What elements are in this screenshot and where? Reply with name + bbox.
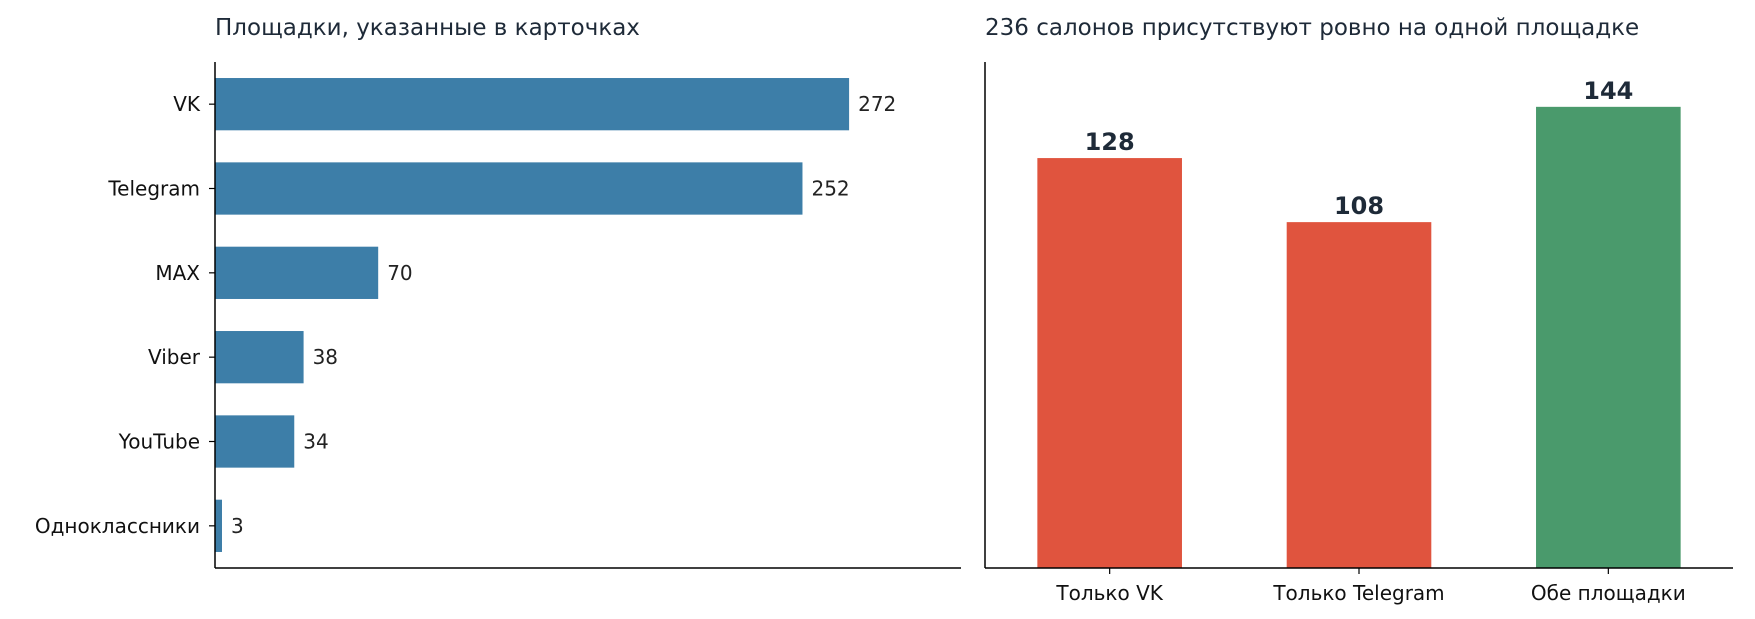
data-labels: 128 108 144 — [1085, 77, 1634, 220]
data-label: 108 — [1334, 192, 1384, 220]
data-label: 3 — [231, 514, 244, 538]
chart-title: Площадки, указанные в карточках — [215, 15, 640, 41]
bar — [215, 499, 222, 552]
bar — [215, 78, 850, 131]
data-labels: 272 252 70 38 34 3 — [231, 92, 896, 538]
tick-label: VK — [173, 92, 201, 116]
bar — [215, 415, 295, 468]
tick-label: Только VK — [1055, 581, 1163, 605]
bars-group — [215, 78, 850, 552]
data-label: 70 — [387, 261, 412, 285]
data-label: 34 — [303, 430, 328, 454]
bar — [1037, 158, 1182, 569]
bars-group — [1037, 106, 1681, 569]
data-label: 128 — [1085, 128, 1135, 156]
tick-marks — [1109, 568, 1609, 574]
platforms-chart: Площадки, указанные в карточках VK Telegr… — [35, 15, 961, 569]
tick-label: YouTube — [118, 430, 200, 454]
bar — [215, 331, 304, 384]
category-labels: VK Telegram MAX Viber YouTube Одноклассники — [35, 92, 215, 538]
bar — [215, 162, 803, 215]
tick-label: Одноклассники — [35, 514, 200, 538]
data-label: 272 — [858, 92, 896, 116]
bar — [215, 246, 379, 299]
tick-label: Только Telegram — [1272, 581, 1444, 605]
chart-title: 236 салонов присутствуют ровно на одной … — [985, 15, 1639, 41]
data-label: 144 — [1583, 77, 1633, 105]
category-labels: Только VK Только Telegram Обе площадки — [1055, 581, 1685, 605]
tick-label: Viber — [148, 345, 201, 369]
data-label: 38 — [313, 345, 338, 369]
bar — [1536, 106, 1681, 568]
tick-label: Telegram — [107, 177, 200, 201]
tick-label: Обе площадки — [1531, 581, 1686, 605]
bar — [1286, 222, 1432, 568]
tick-label: MAX — [155, 261, 200, 285]
overlap-chart: 236 салонов присутствуют ровно на одной … — [984, 15, 1733, 605]
data-label: 252 — [811, 177, 849, 201]
